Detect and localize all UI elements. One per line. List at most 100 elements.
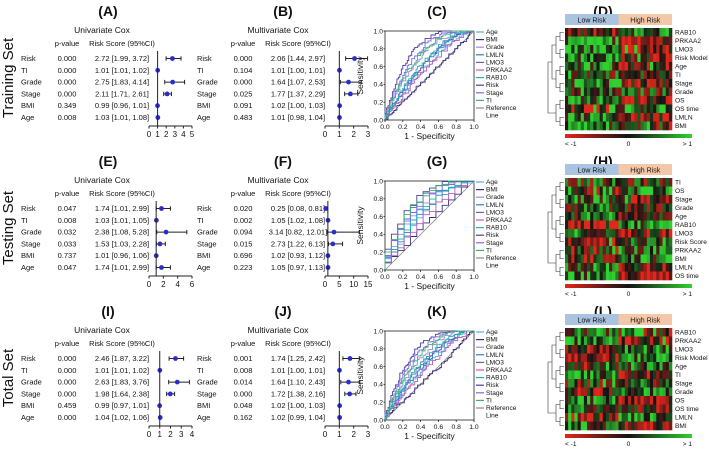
heatmap-cell bbox=[574, 203, 578, 213]
heatmap-cell bbox=[587, 79, 591, 88]
heatmap-cell bbox=[627, 421, 632, 431]
heatmap-cell bbox=[662, 36, 667, 46]
roc-curve-lmo3 bbox=[384, 30, 474, 120]
heatmap-cell bbox=[668, 96, 673, 105]
heatmap-cell bbox=[621, 121, 626, 131]
heatmap-cell bbox=[631, 396, 635, 405]
y-tick-label: 0.4 bbox=[374, 82, 384, 89]
heatmap-cell bbox=[637, 113, 641, 122]
heatmap-cell bbox=[565, 246, 569, 255]
forest-estimate-text: 1.05 [0.97, 1.13] bbox=[271, 263, 325, 272]
heatmap-cell bbox=[668, 271, 673, 281]
dendrogram-branch bbox=[559, 232, 564, 243]
heatmap-cell bbox=[621, 229, 626, 238]
column-header-p: p-value bbox=[55, 339, 80, 348]
heatmap-cell bbox=[580, 271, 585, 281]
heatmap-cell bbox=[653, 370, 657, 380]
heatmap-cell bbox=[599, 370, 604, 380]
heatmap-cell bbox=[590, 379, 594, 388]
heatmap-cell bbox=[583, 336, 588, 346]
heatmap-cell bbox=[599, 362, 604, 371]
heatmap-cell bbox=[571, 62, 575, 71]
heatmap-cell bbox=[621, 96, 626, 105]
heatmap-cell bbox=[596, 237, 600, 247]
heatmap-cell bbox=[668, 362, 673, 371]
heatmap-cell bbox=[649, 353, 654, 363]
heatmap-cell bbox=[574, 271, 578, 281]
y-axis-label: Sensitivity bbox=[355, 356, 365, 395]
heatmap-cell bbox=[587, 379, 591, 388]
heatmap-cell bbox=[568, 246, 572, 255]
heatmap-cell bbox=[656, 121, 660, 131]
heatmap-cell bbox=[599, 70, 604, 80]
heatmap-cell bbox=[577, 246, 582, 255]
heatmap-cell bbox=[659, 387, 663, 397]
heatmap-cell bbox=[656, 36, 660, 46]
heatmap-cell bbox=[643, 113, 648, 122]
color-scale-max-label: > 1 bbox=[683, 441, 693, 448]
heatmap-cell bbox=[609, 254, 613, 264]
legend-entry: LMO3 bbox=[486, 59, 504, 66]
legend-entry: Age bbox=[486, 29, 498, 36]
heatmap-cell bbox=[596, 328, 600, 337]
heatmap-cell bbox=[668, 396, 673, 405]
heatmap-cell bbox=[593, 62, 597, 71]
heatmap-cell bbox=[590, 362, 594, 371]
forest-variable: TI bbox=[21, 366, 28, 375]
heatmap-cell bbox=[605, 53, 610, 63]
heatmap-cell bbox=[637, 379, 641, 388]
dendrogram-branch bbox=[555, 70, 560, 88]
heatmap-cell bbox=[593, 121, 597, 131]
heatmap-cell bbox=[659, 203, 663, 213]
legend-entry: Reference bbox=[486, 105, 517, 112]
heatmap-cell bbox=[599, 353, 604, 363]
heatmap-cell bbox=[568, 396, 572, 405]
heatmap-row-label: LMLN bbox=[675, 115, 693, 122]
heatmap-cell bbox=[580, 379, 585, 388]
heatmap-cell bbox=[574, 220, 578, 230]
heatmap-cell bbox=[565, 28, 569, 37]
heatmap-cell bbox=[568, 186, 572, 196]
heatmap-cell bbox=[609, 186, 613, 196]
x-tick-label: 0.0 bbox=[380, 124, 390, 131]
heatmap-cell bbox=[643, 271, 648, 281]
heatmap-cell bbox=[668, 254, 673, 264]
heatmap-cell bbox=[602, 421, 607, 431]
heatmap-cell bbox=[665, 413, 670, 422]
heatmap-row-label: BMI bbox=[675, 256, 687, 263]
heatmap-cell bbox=[627, 87, 632, 97]
heatmap-cell bbox=[640, 121, 644, 131]
panel-label: (C) bbox=[427, 3, 446, 19]
heatmap-cell bbox=[634, 328, 638, 337]
y-tick-label: 0.2 bbox=[374, 250, 384, 257]
heatmap-cell bbox=[634, 96, 638, 105]
heatmap-cell bbox=[615, 254, 619, 264]
heatmap-cell bbox=[599, 229, 604, 238]
heatmap-cell bbox=[618, 237, 622, 247]
heatmap-cell bbox=[656, 413, 660, 422]
legend-entry: LMO3 bbox=[486, 359, 504, 366]
heatmap-cell bbox=[668, 229, 673, 238]
y-tick-label: 0.2 bbox=[374, 100, 384, 107]
heatmap-cell bbox=[599, 404, 604, 414]
heatmap-row-label: OS bbox=[675, 98, 685, 105]
heatmap-cell bbox=[659, 36, 663, 46]
panel-label: (B) bbox=[273, 3, 292, 19]
heatmap-cell bbox=[649, 79, 654, 88]
heatmap-cell bbox=[653, 387, 657, 397]
heatmap-cell bbox=[580, 328, 585, 337]
heatmap-cell bbox=[662, 96, 667, 105]
heatmap-cell bbox=[605, 195, 610, 204]
heatmap-cell bbox=[637, 104, 641, 114]
heatmap-cell bbox=[668, 186, 673, 196]
forest-p-value: 0.014 bbox=[234, 378, 253, 387]
legend-entry: LMLN bbox=[486, 52, 504, 59]
heatmap-cell bbox=[665, 421, 670, 431]
heatmap-cell bbox=[662, 421, 667, 431]
heatmap-cell bbox=[599, 336, 604, 346]
heatmap-cell bbox=[656, 237, 660, 247]
legend-entry: Grade bbox=[486, 344, 505, 351]
heatmap-cell bbox=[631, 113, 635, 122]
heatmap-cell bbox=[568, 237, 572, 247]
